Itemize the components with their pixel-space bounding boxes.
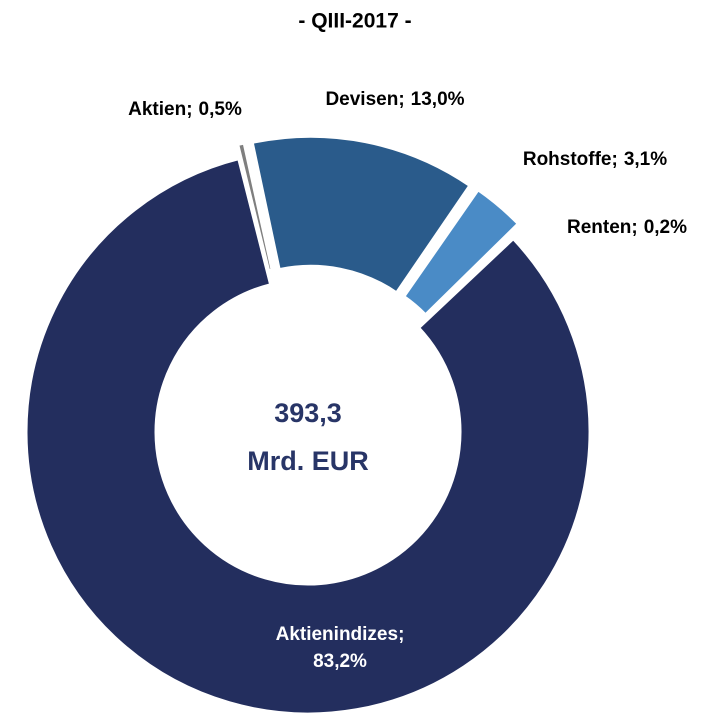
slice bbox=[250, 134, 473, 295]
label-category: Rohstoffe; bbox=[523, 149, 618, 170]
label-value: 0,2% bbox=[644, 217, 687, 238]
label-value: 83,2% bbox=[313, 651, 367, 672]
donut bbox=[24, 134, 592, 715]
slice bbox=[24, 156, 592, 715]
data-label: Aktienindizes; 83,2% bbox=[276, 624, 405, 672]
label-category: Aktienindizes; bbox=[276, 624, 405, 645]
label-category: Aktien; bbox=[128, 99, 192, 120]
label-category: Devisen; bbox=[325, 89, 404, 110]
chart-title: - QIII-2017 - bbox=[298, 10, 411, 33]
label-value: 0,5% bbox=[199, 99, 242, 120]
data-label: Devisen; 13,0% bbox=[325, 89, 464, 110]
label-value: 13,0% bbox=[411, 89, 465, 110]
data-label: Aktien; 0,5% bbox=[128, 99, 242, 120]
center-value: 393,3 bbox=[274, 398, 342, 428]
slice bbox=[401, 187, 521, 317]
slice bbox=[235, 141, 274, 273]
label-value: 3,1% bbox=[624, 149, 667, 170]
data-label: Rohstoffe; 3,1% bbox=[523, 149, 667, 170]
center-unit: Mrd. EUR bbox=[247, 446, 369, 476]
data-label: Renten; 0,2% bbox=[567, 217, 687, 238]
label-category: Renten; bbox=[567, 217, 638, 238]
